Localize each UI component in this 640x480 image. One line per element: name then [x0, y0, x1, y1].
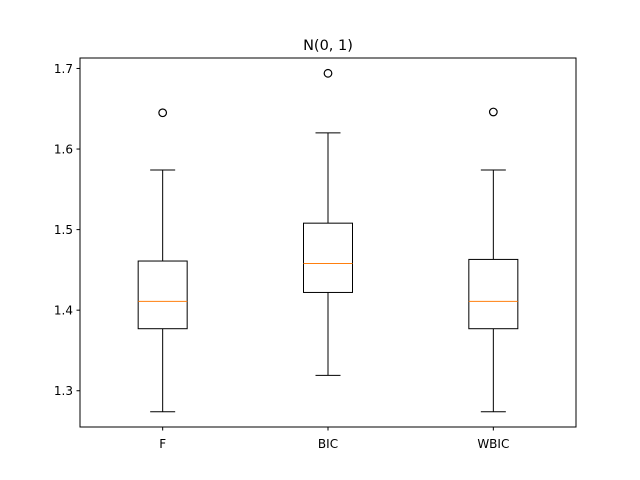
plot-area: [137, 68, 519, 413]
axes-frame: [79, 57, 577, 428]
chart-title: N(0, 1): [303, 38, 353, 54]
y-tick-label: 1.7: [54, 62, 73, 76]
y-tick-label: 1.4: [54, 304, 73, 318]
iqr-box: [303, 222, 353, 293]
x-tick-label: BIC: [318, 437, 338, 451]
x-tick-label: F: [159, 437, 166, 451]
x-axis: F BIC WBIC: [159, 427, 509, 451]
box-bic: [303, 68, 353, 376]
y-axis: 1.3 1.4 1.5 1.6 1.7: [54, 62, 80, 398]
box-wbic: [468, 107, 519, 413]
x-tick-label: WBIC: [477, 437, 509, 451]
iqr-box: [468, 258, 519, 330]
y-tick-label: 1.3: [54, 384, 73, 398]
outlier-point: [323, 68, 333, 78]
iqr-box: [137, 260, 188, 330]
y-tick-label: 1.6: [54, 143, 73, 157]
outlier-point: [488, 107, 498, 117]
outlier-point: [158, 108, 168, 118]
y-tick-label: 1.5: [54, 223, 73, 237]
box-f: [137, 108, 188, 413]
